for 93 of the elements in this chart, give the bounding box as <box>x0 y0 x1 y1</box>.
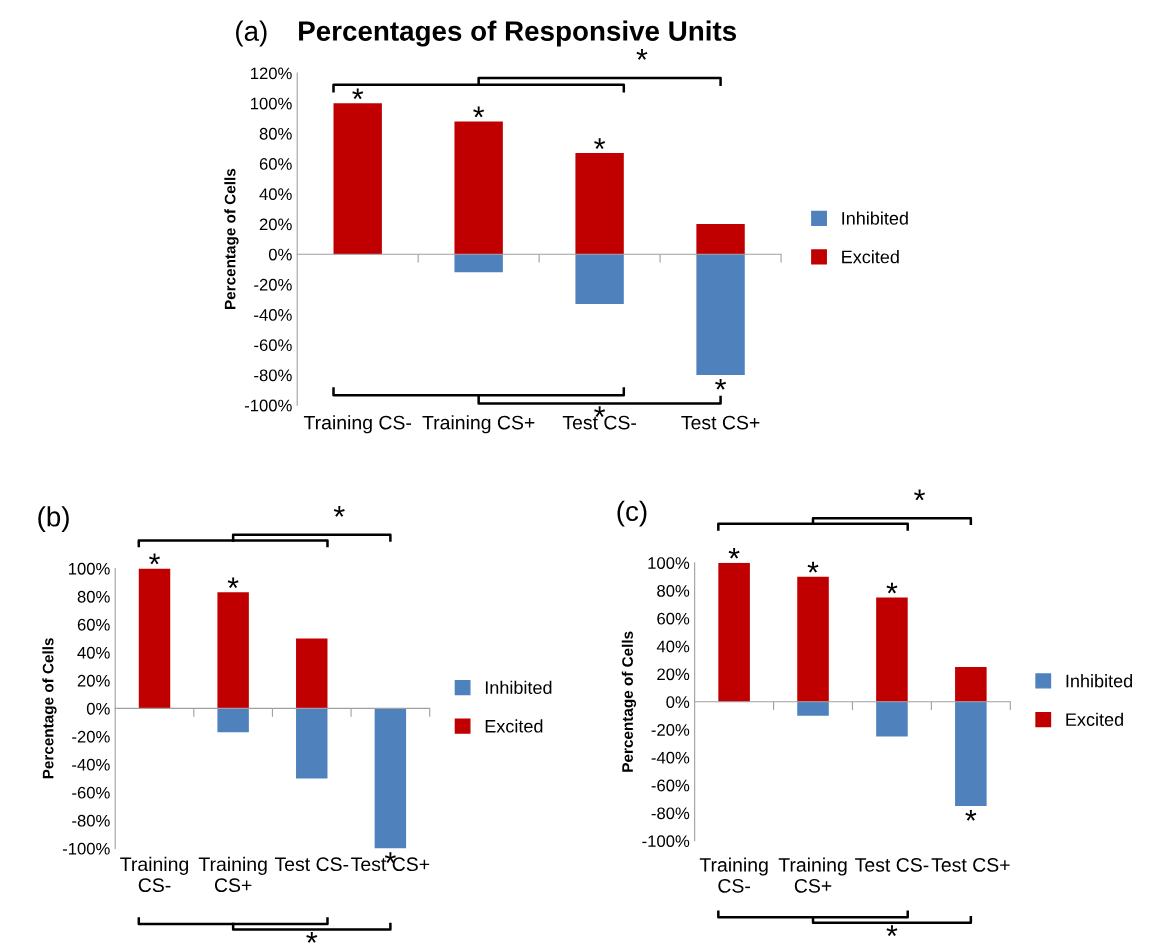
y-tick-label: -100% <box>244 399 292 412</box>
legend-label: Excited <box>485 719 543 733</box>
y-tick-label: -40% <box>72 758 110 771</box>
bar <box>138 568 171 709</box>
bar <box>575 153 624 255</box>
x-tick-label: Training CS+ <box>198 856 267 893</box>
y-tick-label: 60% <box>657 612 690 625</box>
bar <box>454 254 503 273</box>
bar <box>296 708 328 779</box>
legend-label: Excited <box>1066 712 1123 726</box>
y-tick-label: 20% <box>657 668 690 681</box>
y-tick-label: 60% <box>259 158 292 170</box>
bar <box>217 592 249 709</box>
text: * <box>333 506 345 517</box>
bar <box>575 254 624 305</box>
annotation: * <box>965 809 977 821</box>
y-axis-title: Percentage of Cells <box>621 631 637 772</box>
y-tick-label: -100% <box>62 842 110 855</box>
y-tick-label: 40% <box>77 646 110 659</box>
y-tick-label: 120% <box>251 67 292 80</box>
text: * <box>886 925 898 937</box>
y-tick-label: -20% <box>72 730 110 743</box>
bar <box>718 562 750 702</box>
x-tick-label: Training CS+ <box>778 857 847 893</box>
y-tick-label: 60% <box>77 618 110 631</box>
annotation: * <box>473 106 485 118</box>
bar <box>374 708 407 849</box>
bar <box>696 254 745 376</box>
annotation: * <box>886 582 898 594</box>
text: * <box>914 489 926 501</box>
y-tick-label: -60% <box>254 339 292 352</box>
x-tick-label: Training CS- <box>303 415 412 434</box>
y-tick-label: 100% <box>68 562 110 575</box>
bar <box>797 701 829 716</box>
y-tick-label: 0% <box>86 702 110 715</box>
text: * <box>636 49 648 60</box>
text: * <box>594 406 606 418</box>
bar <box>876 597 908 702</box>
y-tick-label: -80% <box>651 807 690 820</box>
y-tick-label: -60% <box>72 786 110 799</box>
bar <box>217 708 249 733</box>
bar <box>696 224 745 255</box>
legend-label: Excited <box>842 250 899 264</box>
text: * <box>306 932 318 943</box>
y-tick-label: 80% <box>77 590 110 603</box>
y-tick-label: 80% <box>259 127 292 140</box>
annotation: * <box>728 547 740 559</box>
annotation: * <box>594 138 606 149</box>
x-tick-label: Training CS- <box>699 857 768 893</box>
y-tick-label: 100% <box>648 557 690 569</box>
x-tick-label: Training CS- <box>120 856 189 893</box>
bar <box>876 701 908 737</box>
y-tick-label: -20% <box>651 723 690 736</box>
y-axis-title: Percentage of Cells <box>42 638 57 779</box>
y-tick-label: 20% <box>259 218 292 231</box>
y-tick-label: -80% <box>72 814 110 827</box>
y-tick-label: -80% <box>254 369 292 382</box>
y-tick-label: 20% <box>77 674 110 687</box>
annotation: * <box>715 378 727 390</box>
x-tick-label: Test CS+ <box>931 858 1010 872</box>
y-tick-label: 40% <box>656 640 690 653</box>
legend-label: Inhibited <box>485 680 552 695</box>
chart-subtitle: Percentages of Responsive Units <box>299 20 737 47</box>
bar <box>955 667 987 702</box>
annotation: * <box>227 577 239 589</box>
x-tick-label: Test CS- <box>274 857 349 872</box>
bar <box>955 701 987 807</box>
y-tick-label: -60% <box>651 779 690 792</box>
y-tick-label: -100% <box>642 835 690 848</box>
y-tick-label: 0% <box>666 696 690 708</box>
y-tick-label: 100% <box>251 97 292 110</box>
x-tick-label: Training CS+ <box>422 415 535 434</box>
chart-title: (a) <box>236 20 267 47</box>
legend-label: Inhibited <box>1066 674 1133 688</box>
x-tick-label: Test CS- <box>855 858 929 872</box>
y-tick-label: -20% <box>254 278 292 291</box>
chart-title: (c) <box>617 500 647 527</box>
bar <box>797 576 829 702</box>
y-axis-title: Percentage of Cells <box>224 168 239 310</box>
x-tick-label: Test CS+ <box>681 415 760 430</box>
annotation: * <box>149 553 160 565</box>
chart-title: (b) <box>38 506 69 533</box>
y-tick-label: -40% <box>651 751 690 764</box>
annotation: * <box>352 88 364 100</box>
bar <box>333 103 382 255</box>
y-tick-label: 0% <box>268 248 292 261</box>
y-tick-label: 80% <box>657 584 690 597</box>
annotation: * <box>807 561 819 573</box>
y-tick-label: 40% <box>259 188 292 201</box>
bar <box>296 638 328 709</box>
bar <box>454 121 503 255</box>
y-tick-label: -40% <box>254 309 292 321</box>
legend-label: Inhibited <box>842 211 908 225</box>
